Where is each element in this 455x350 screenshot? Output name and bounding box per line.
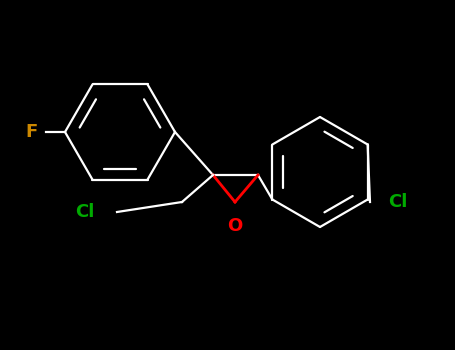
Text: Cl: Cl: [76, 203, 95, 221]
Text: F: F: [26, 123, 38, 141]
Text: Cl: Cl: [388, 193, 407, 211]
Text: O: O: [228, 217, 243, 235]
